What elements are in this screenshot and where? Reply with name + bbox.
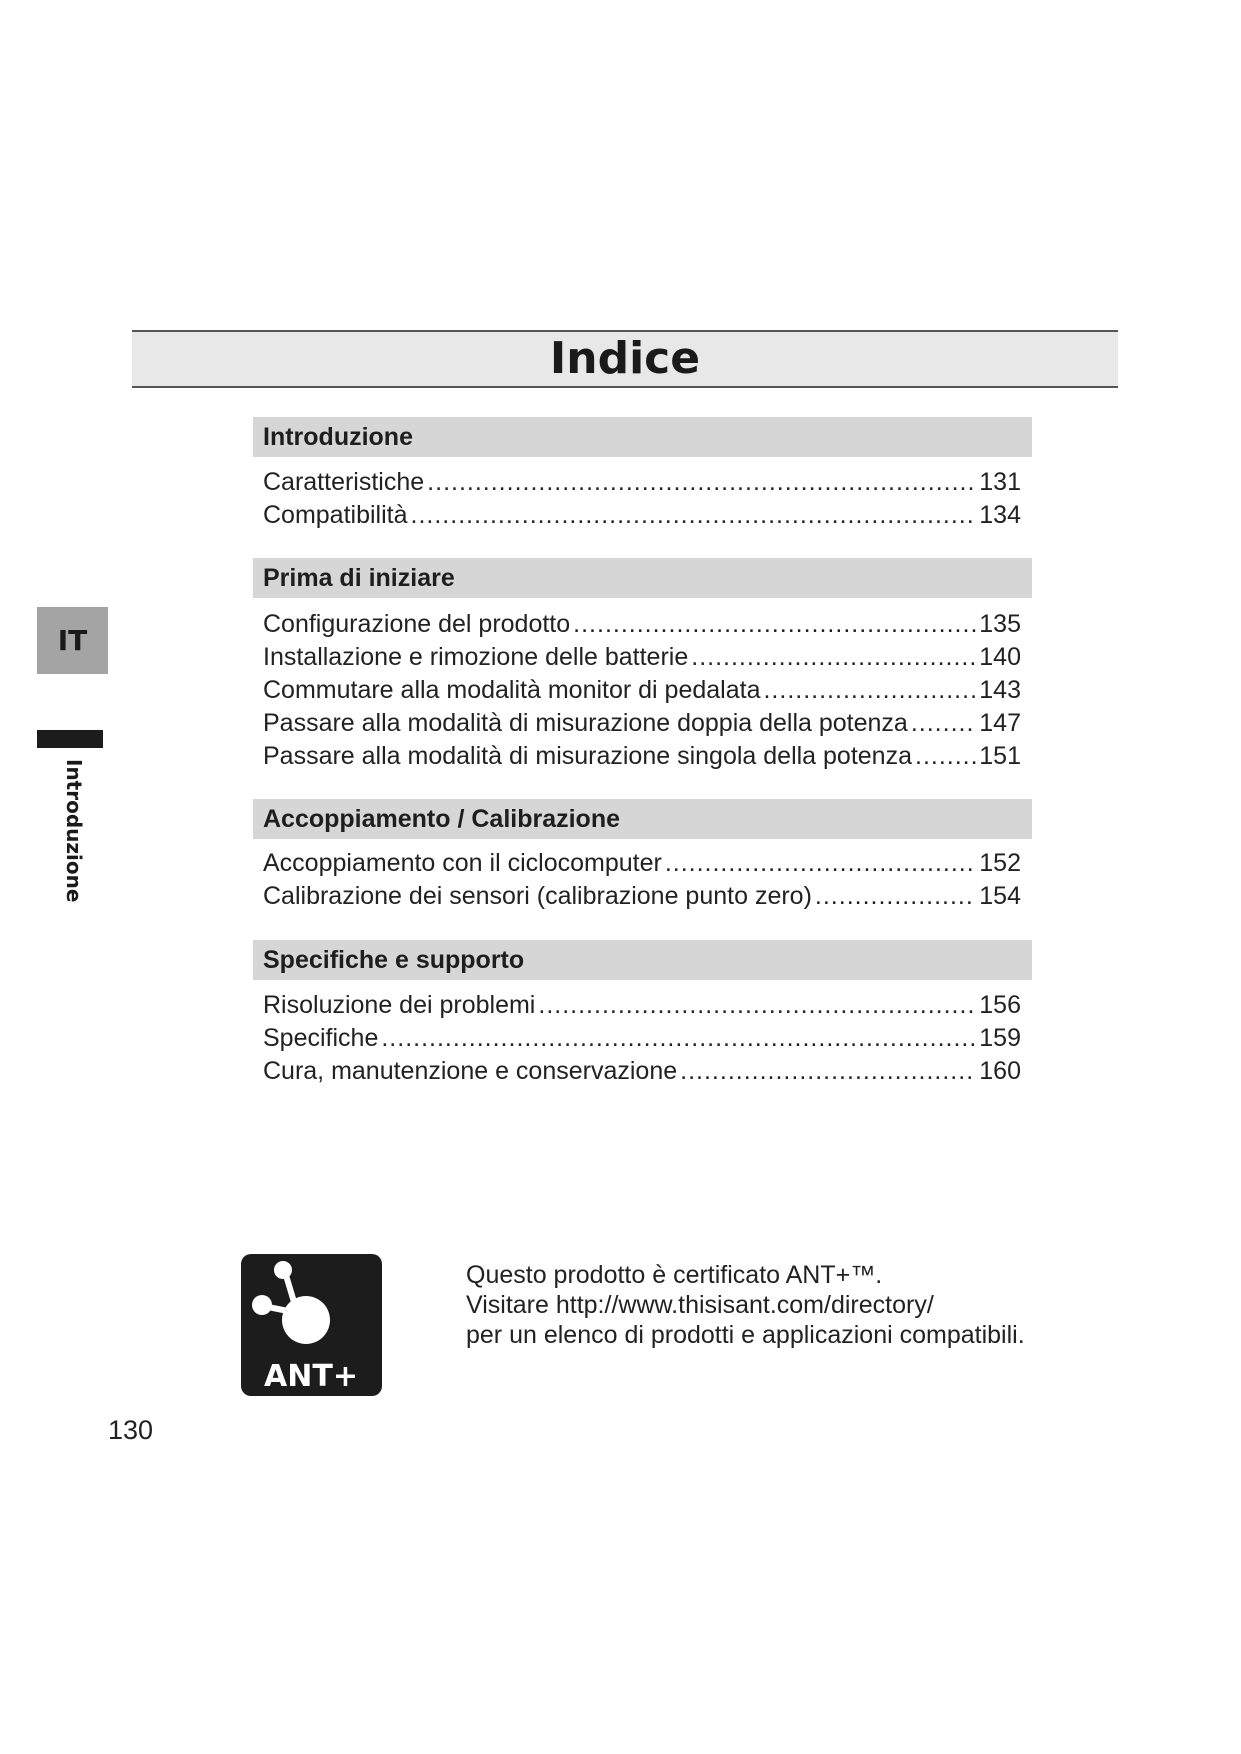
dot-leader (680, 1055, 976, 1088)
toc-entry-page: 151 (979, 742, 1021, 770)
toc-entry-label: Commutare alla modalità monitor di pedal… (263, 676, 761, 704)
toc-entry[interactable]: Cura, manutenzione e conservazione 160 (263, 1055, 1021, 1088)
toc-entry[interactable]: Calibrazione dei sensori (calibrazione p… (263, 880, 1021, 913)
toc-entry[interactable]: Caratteristiche 131 (263, 466, 1021, 499)
chapter-label: Introduzione (62, 759, 86, 903)
toc-entry-label: Cura, manutenzione e conservazione (263, 1057, 678, 1085)
toc-entry[interactable]: Risoluzione dei problemi 156 (263, 989, 1021, 1022)
toc-entry[interactable]: Compatibilità 134 (263, 499, 1021, 532)
page-title-bar: Indice (132, 330, 1118, 388)
ant-directory-link[interactable]: Visitare http://www.thisisant.com/direct… (466, 1291, 934, 1319)
ant-note-line: Questo prodotto è certificato ANT+™. (466, 1261, 883, 1289)
page-number: 130 (108, 1415, 154, 1445)
section-heading-text: Accoppiamento / Calibrazione (263, 805, 621, 833)
toc-entry-page: 152 (979, 849, 1021, 877)
section-heading-text: Specifiche e supporto (263, 946, 525, 974)
dot-leader (427, 466, 976, 499)
toc-entry-label: Calibrazione dei sensori (calibrazione p… (263, 882, 812, 910)
toc-entry[interactable]: Commutare alla modalità monitor di pedal… (263, 674, 1021, 707)
toc-entry-label: Specifiche (263, 1024, 379, 1052)
toc-entry-page: 159 (979, 1024, 1021, 1052)
chapter-marker (37, 730, 103, 748)
toc-entry-page: 160 (979, 1057, 1021, 1085)
dot-leader (573, 608, 976, 641)
section-heading-introduzione: Introduzione (253, 417, 1032, 457)
toc-entry-page: 131 (979, 468, 1021, 496)
ant-certification-note: Questo prodotto è certificato ANT+™. Vis… (466, 1260, 1025, 1350)
dot-leader (665, 847, 976, 880)
toc-entry-label: Passare alla modalità di misurazione sin… (263, 742, 912, 770)
page-title: Indice (549, 333, 701, 384)
dot-leader (815, 880, 976, 913)
section-heading-prima-di-iniziare: Prima di iniziare (253, 558, 1032, 598)
toc-entry-label: Compatibilità (263, 501, 408, 529)
toc-entry[interactable]: Accoppiamento con il ciclocomputer 152 (263, 847, 1021, 880)
toc-entry-page: 143 (979, 676, 1021, 704)
toc-entry[interactable]: Passare alla modalità di misurazione sin… (263, 740, 1021, 773)
dot-leader (411, 499, 977, 532)
dot-leader (381, 1022, 976, 1055)
toc-entry-page: 147 (979, 709, 1021, 737)
toc-entry-page: 156 (979, 991, 1021, 1019)
dot-leader (911, 707, 976, 740)
dot-leader (763, 674, 976, 707)
toc-entry[interactable]: Specifiche 159 (263, 1022, 1021, 1055)
ant-plus-logo: ANT+ (241, 1254, 382, 1396)
section-heading-text: Introduzione (263, 423, 413, 451)
toc-entry-page: 135 (979, 610, 1021, 638)
dot-leader (538, 989, 976, 1022)
toc-entry-label: Installazione e rimozione delle batterie (263, 643, 689, 671)
toc-entry-label: Configurazione del prodotto (263, 610, 571, 638)
toc-entry[interactable]: Installazione e rimozione delle batterie… (263, 641, 1021, 674)
section-heading-accoppiamento: Accoppiamento / Calibrazione (253, 799, 1032, 839)
dot-leader (691, 641, 976, 674)
section-heading-specifiche: Specifiche e supporto (253, 940, 1032, 980)
toc-entry-page: 154 (979, 882, 1021, 910)
toc-entry-label: Accoppiamento con il ciclocomputer (263, 849, 662, 877)
svg-text:ANT+: ANT+ (264, 1359, 358, 1394)
toc-entry-page: 134 (979, 501, 1021, 529)
language-tab: IT (37, 607, 108, 674)
toc-entry-label: Passare alla modalità di misurazione dop… (263, 709, 908, 737)
toc-entry[interactable]: Configurazione del prodotto 135 (263, 608, 1021, 641)
toc-entry-label: Caratteristiche (263, 468, 425, 496)
section-heading-text: Prima di iniziare (263, 564, 455, 592)
toc-entry-page: 140 (979, 643, 1021, 671)
ant-note-line: per un elenco di prodotti e applicazioni… (466, 1321, 1025, 1349)
dot-leader (915, 740, 976, 773)
toc-entry-label: Risoluzione dei problemi (263, 991, 536, 1019)
toc-entry[interactable]: Passare alla modalità di misurazione dop… (263, 707, 1021, 740)
